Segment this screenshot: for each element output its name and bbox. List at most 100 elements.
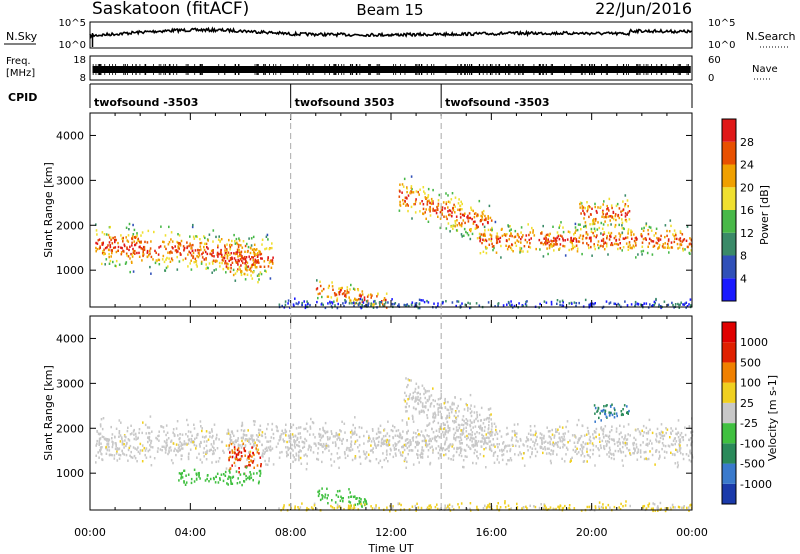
range-cell <box>494 305 496 308</box>
freq-panel-frame <box>89 55 693 81</box>
range-cell <box>423 435 426 438</box>
range-cell <box>382 303 384 306</box>
range-cell <box>426 203 429 206</box>
range-cell <box>343 508 345 511</box>
range-cell <box>682 303 684 306</box>
range-cell <box>437 202 440 206</box>
range-cell <box>183 442 185 446</box>
range-cell <box>444 448 446 452</box>
range-cell <box>501 448 503 452</box>
range-cell <box>670 443 673 446</box>
range-cell <box>613 412 616 415</box>
range-cell <box>258 469 261 473</box>
range-cell <box>603 447 606 451</box>
range-cell <box>318 489 321 492</box>
range-cell <box>398 209 401 212</box>
range-cell <box>573 441 576 444</box>
range-cell <box>480 406 483 410</box>
range-cell <box>211 430 213 433</box>
range-cell <box>427 220 430 223</box>
range-cell <box>331 281 333 284</box>
range-cell <box>594 464 596 467</box>
range-cell <box>236 448 239 451</box>
range-cell <box>545 452 548 455</box>
range-cell <box>586 242 588 245</box>
range-cell <box>399 203 401 206</box>
range-cell <box>130 450 132 454</box>
range-cell <box>113 454 116 457</box>
range-cell <box>172 247 174 250</box>
range-cell <box>624 436 626 440</box>
range-cell <box>248 475 251 478</box>
range-cell <box>428 442 431 446</box>
range-cell <box>388 443 391 446</box>
range-cell <box>366 295 369 298</box>
range-cell <box>233 434 235 437</box>
range-cell <box>377 440 380 444</box>
range-cell <box>412 416 414 419</box>
range-cell <box>226 482 228 485</box>
range-cell <box>354 455 357 458</box>
range-cell <box>136 239 139 242</box>
range-cell <box>499 240 501 243</box>
range-cell <box>615 204 618 208</box>
range-cell <box>601 439 604 443</box>
range-cell <box>256 255 259 258</box>
range-cell <box>484 504 486 507</box>
range-cell <box>247 265 250 268</box>
range-cell <box>429 210 431 213</box>
range-cell <box>358 497 361 500</box>
range-cell <box>581 252 583 256</box>
range-cell <box>643 457 646 461</box>
range-cell <box>474 448 476 452</box>
range-cell <box>623 438 625 441</box>
range-cell <box>170 449 172 452</box>
range-cell <box>322 426 324 430</box>
range-cell <box>522 506 525 509</box>
range-cell <box>108 255 110 259</box>
range-cell <box>550 245 552 248</box>
range-cell <box>255 261 257 264</box>
range-cell <box>463 234 465 237</box>
range-cell <box>252 472 255 475</box>
range-cell <box>500 244 502 248</box>
range-cell <box>674 303 677 306</box>
range-cell <box>497 302 499 306</box>
range-cell <box>601 428 603 432</box>
range-cell <box>271 447 274 450</box>
range-cell <box>203 455 205 458</box>
range-cell <box>614 242 616 246</box>
range-cell <box>376 436 379 440</box>
range-cell <box>606 204 608 208</box>
range-cell <box>372 304 374 307</box>
range-cell <box>441 212 443 215</box>
range-cell <box>506 303 508 306</box>
range-cell <box>126 429 129 433</box>
range-cell <box>445 215 448 218</box>
range-cell <box>354 431 356 435</box>
range-cell <box>101 446 103 449</box>
range-cell <box>335 434 338 437</box>
range-cell <box>467 436 470 439</box>
range-cell <box>382 441 385 444</box>
range-cell <box>162 254 165 258</box>
range-cell <box>244 278 247 281</box>
range-cell <box>245 478 248 481</box>
range-cell <box>200 262 203 265</box>
range-cell <box>626 213 628 216</box>
range-cell <box>682 239 685 242</box>
range-cell <box>466 422 468 426</box>
range-cell <box>621 218 623 221</box>
range-cell <box>544 241 546 244</box>
range-cell <box>325 442 328 446</box>
range-cell <box>402 202 405 205</box>
range-cell <box>216 252 219 255</box>
range-cell <box>506 426 508 430</box>
range-cell <box>178 242 180 245</box>
range-cell <box>242 433 245 436</box>
range-cell <box>445 202 448 206</box>
range-cell <box>270 266 273 269</box>
range-cell <box>312 451 315 454</box>
range-cell <box>399 190 401 193</box>
range-cell <box>637 448 640 451</box>
